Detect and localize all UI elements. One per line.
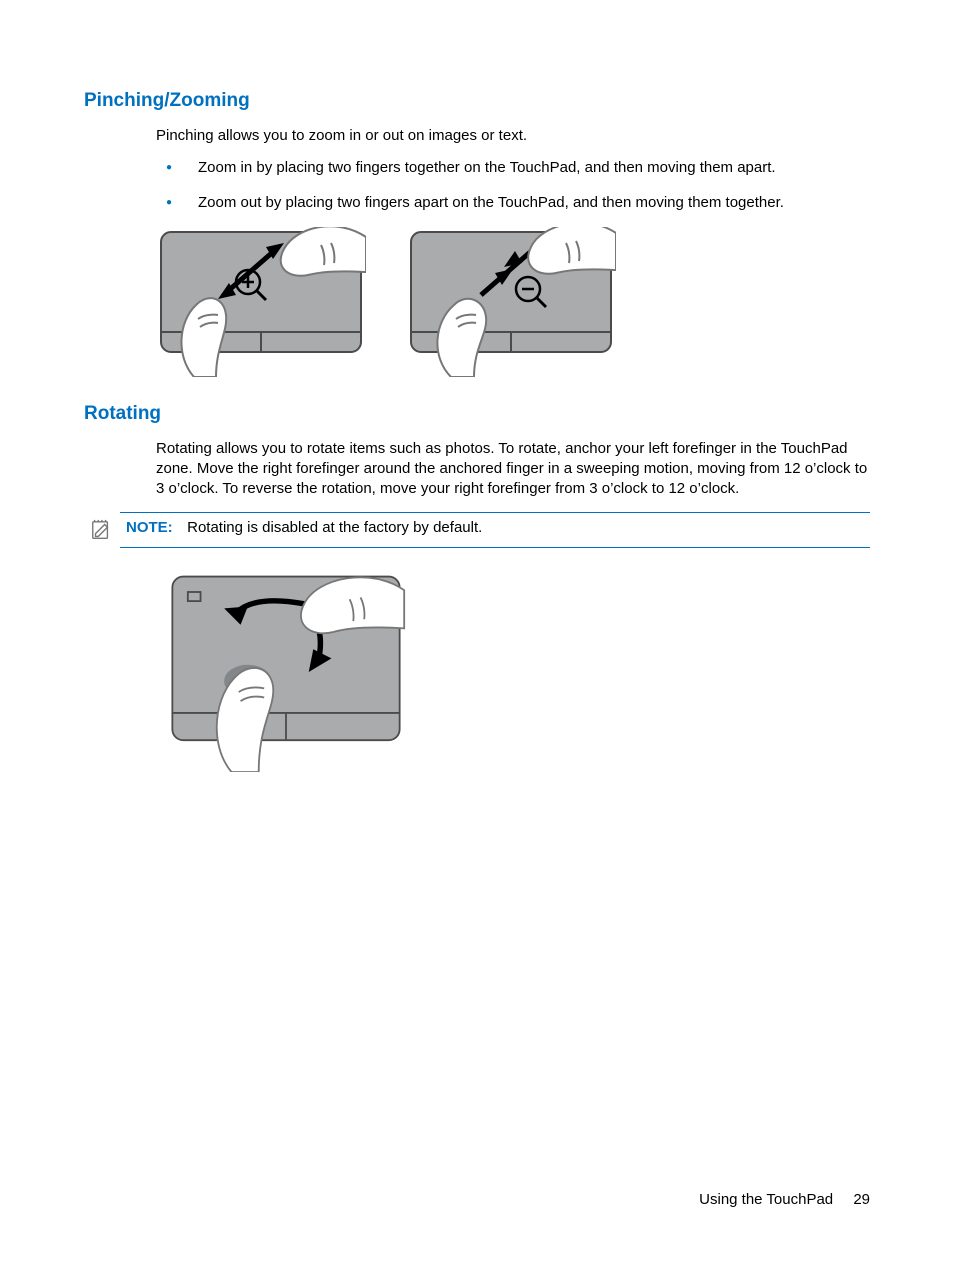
section-rotating: Rotating Rotating allows you to rotate i…	[84, 403, 870, 777]
right-finger	[528, 227, 616, 274]
note-callout: NOTE: Rotating is disabled at the factor…	[120, 512, 870, 548]
rotate-figure	[156, 572, 416, 772]
zoom-out-figure	[406, 227, 616, 377]
heading-pinching-zooming: Pinching/Zooming	[84, 90, 870, 112]
list-item: Zoom out by placing two fingers apart on…	[156, 193, 870, 213]
footer-page-number: 29	[853, 1191, 870, 1208]
zoom-in-figure	[156, 227, 366, 377]
rotate-figure-container	[156, 572, 870, 777]
pinch-figure-row	[156, 227, 870, 377]
note-label: NOTE:	[126, 519, 173, 536]
pinch-bullet-list: Zoom in by placing two fingers together …	[156, 158, 870, 213]
list-item: Zoom in by placing two fingers together …	[156, 158, 870, 178]
footer-section-title: Using the TouchPad	[699, 1191, 833, 1208]
rotate-body-text: Rotating allows you to rotate items such…	[156, 439, 870, 500]
page-footer: Using the TouchPad 29	[699, 1191, 870, 1208]
note-text: Rotating is disabled at the factory by d…	[187, 519, 482, 536]
section-pinching-zooming: Pinching/Zooming Pinching allows you to …	[84, 90, 870, 377]
pinch-intro-text: Pinching allows you to zoom in or out on…	[156, 126, 870, 146]
heading-rotating: Rotating	[84, 403, 870, 425]
note-icon	[90, 519, 112, 541]
document-page: Pinching/Zooming Pinching allows you to …	[0, 0, 954, 1270]
